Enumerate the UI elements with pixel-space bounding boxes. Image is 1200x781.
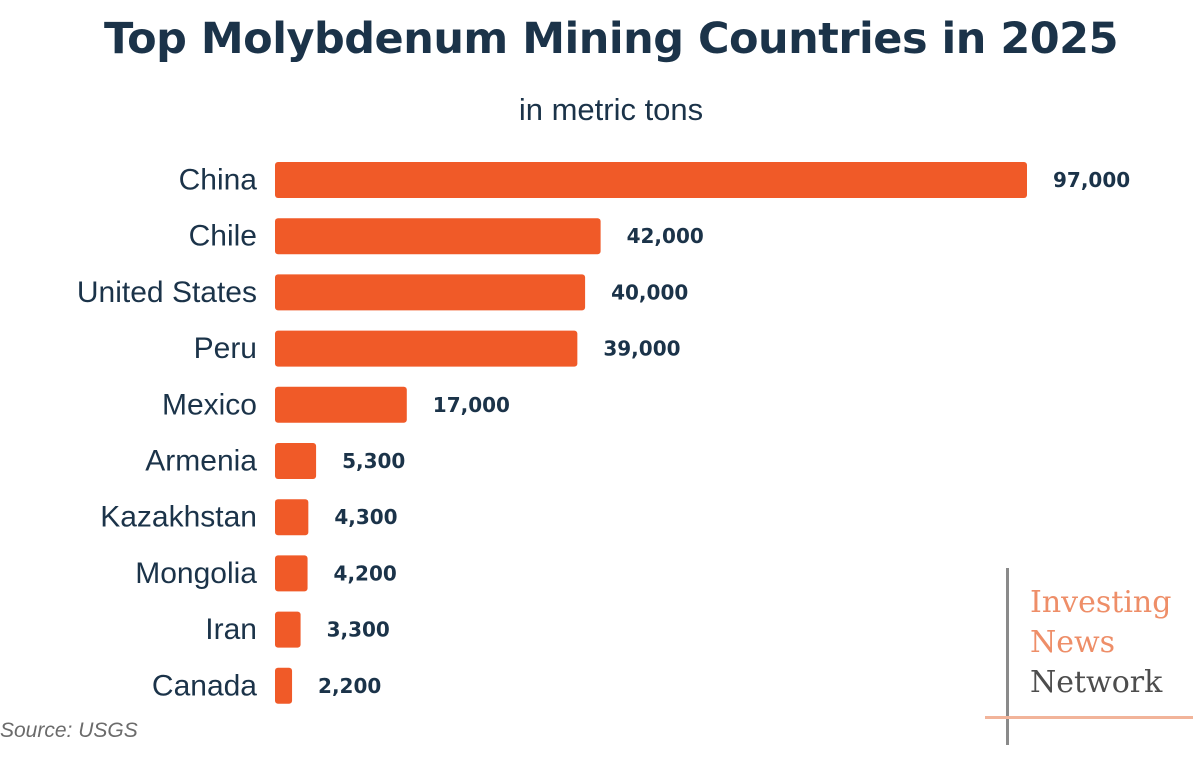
value-label: 39,000 [603, 337, 680, 361]
value-label: 17,000 [433, 393, 510, 417]
bar [275, 443, 317, 479]
logo-horizontal-rule [985, 716, 1193, 719]
bar [275, 162, 1027, 198]
category-label: Mexico [162, 388, 257, 421]
bar [275, 218, 601, 255]
category-label: Iran [205, 613, 257, 646]
value-label: 4,300 [334, 505, 397, 529]
bar [275, 667, 293, 704]
logo-investing: Investing [1030, 585, 1172, 620]
category-label: Chile [189, 220, 257, 253]
value-label: 40,000 [611, 280, 688, 304]
logo-vertical-rule [1006, 568, 1009, 745]
category-label: United States [77, 276, 257, 309]
category-label: Kazakhstan [100, 501, 257, 534]
logo-network: Network [1030, 665, 1163, 700]
value-label: 3,300 [327, 618, 390, 642]
chart-subtitle: in metric tons [518, 92, 704, 127]
bar [275, 386, 407, 423]
bar [275, 274, 586, 311]
bar [275, 499, 309, 536]
category-label: China [179, 164, 258, 197]
value-label: 97,000 [1053, 168, 1130, 192]
value-label: 42,000 [627, 224, 704, 248]
category-label: Mongolia [135, 557, 257, 590]
category-label: Canada [152, 669, 257, 702]
logo-news: News [1030, 625, 1116, 660]
source-note: Source: USGS [0, 719, 138, 742]
value-label: 2,200 [318, 674, 381, 698]
value-label: 4,200 [334, 561, 397, 585]
bar [275, 611, 301, 648]
category-label: Armenia [145, 445, 257, 478]
bar [275, 330, 578, 367]
bar [275, 555, 308, 592]
category-label: Peru [194, 332, 257, 365]
chart-title: Top Molybdenum Mining Countries in 2025 [103, 14, 1119, 64]
value-label: 5,300 [342, 449, 405, 473]
